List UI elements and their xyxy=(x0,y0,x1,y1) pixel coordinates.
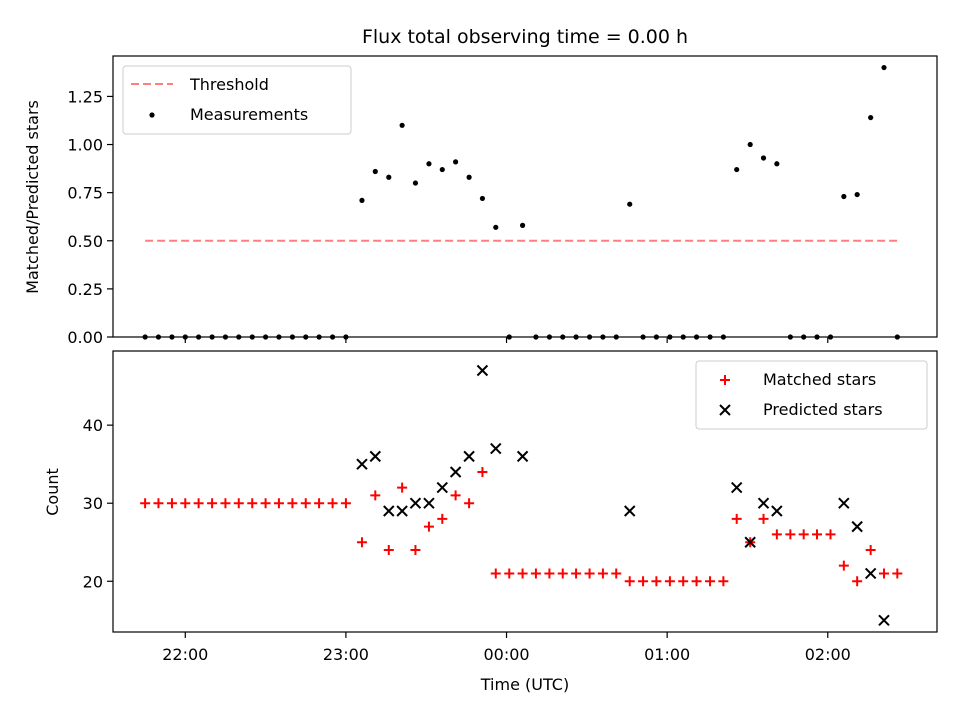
measurement-point xyxy=(587,334,592,339)
measurement-point xyxy=(413,180,418,185)
bottom-panel-ytick-label: 30 xyxy=(83,494,103,513)
measurement-point xyxy=(855,192,860,197)
top-panel-ylabel: Matched/Predicted stars xyxy=(23,100,42,294)
top-legend-measurements-label: Measurements xyxy=(190,105,308,124)
measurement-point xyxy=(169,334,174,339)
measurement-point xyxy=(734,167,739,172)
top-legend-threshold-label: Threshold xyxy=(189,75,269,94)
bottom-legend: Matched stars Predicted stars xyxy=(696,361,927,429)
top-legend-measurements-swatch xyxy=(149,112,154,117)
bottom-panel-ytick-label: 40 xyxy=(83,416,103,435)
top-panel-ytick-label: 1.25 xyxy=(67,87,103,106)
measurement-point xyxy=(801,334,806,339)
measurement-point xyxy=(507,334,512,339)
measurement-point xyxy=(721,334,726,339)
measurement-point xyxy=(196,334,201,339)
measurement-point xyxy=(748,142,753,147)
measurement-point xyxy=(667,334,672,339)
measurement-point xyxy=(236,334,241,339)
measurement-point xyxy=(426,161,431,166)
measurement-point xyxy=(493,225,498,230)
measurement-point xyxy=(183,334,188,339)
measurement-point xyxy=(600,334,605,339)
measurement-point xyxy=(343,334,348,339)
measurement-point xyxy=(841,194,846,199)
bottom-panel-xtick-label: 02:00 xyxy=(805,645,851,664)
bottom-panel-ytick-label: 20 xyxy=(83,572,103,591)
top-panel-title: Flux total observing time = 0.00 h xyxy=(362,26,688,48)
measurement-point xyxy=(533,334,538,339)
bottom-panel-ylabel: Count xyxy=(43,468,62,516)
measurement-point xyxy=(373,169,378,174)
measurement-point xyxy=(881,65,886,70)
measurement-point xyxy=(400,123,405,128)
measurement-point xyxy=(573,334,578,339)
top-panel-ytick-label: 0.25 xyxy=(67,280,103,299)
bottom-legend-predicted-label: Predicted stars xyxy=(763,400,883,419)
bottom-panel-xtick-label: 22:00 xyxy=(162,645,208,664)
measurement-point xyxy=(330,334,335,339)
measurement-point xyxy=(868,115,873,120)
measurement-point xyxy=(386,175,391,180)
measurement-point xyxy=(276,334,281,339)
measurement-point xyxy=(303,334,308,339)
measurement-point xyxy=(440,167,445,172)
measurement-point xyxy=(814,334,819,339)
top-panel-ytick-label: 0.50 xyxy=(67,232,103,251)
measurement-point xyxy=(156,334,161,339)
measurement-point xyxy=(640,334,645,339)
measurement-point xyxy=(547,334,552,339)
measurement-point xyxy=(453,159,458,164)
measurement-point xyxy=(788,334,793,339)
bottom-panel-xtick-label: 00:00 xyxy=(483,645,529,664)
measurement-point xyxy=(654,334,659,339)
top-panel-ytick-label: 0.75 xyxy=(67,184,103,203)
measurement-point xyxy=(761,155,766,160)
measurement-point xyxy=(774,161,779,166)
measurement-point xyxy=(316,334,321,339)
measurement-point xyxy=(210,334,215,339)
measurement-point xyxy=(681,334,686,339)
measurement-point xyxy=(290,334,295,339)
measurement-point xyxy=(560,334,565,339)
measurement-point xyxy=(467,175,472,180)
bottom-panel-xtick-label: 23:00 xyxy=(323,645,369,664)
measurement-point xyxy=(263,334,268,339)
top-panel-ytick-label: 0.00 xyxy=(67,328,103,347)
measurement-point xyxy=(694,334,699,339)
measurement-point xyxy=(707,334,712,339)
measurement-point xyxy=(520,223,525,228)
measurement-point xyxy=(480,196,485,201)
measurement-point xyxy=(250,334,255,339)
bottom-panel-xtick-label: 01:00 xyxy=(644,645,690,664)
measurement-point xyxy=(828,334,833,339)
measurement-point xyxy=(143,334,148,339)
measurement-point xyxy=(359,198,364,203)
bottom-panel-xlabel: Time (UTC) xyxy=(480,675,569,694)
measurement-point xyxy=(223,334,228,339)
bottom-legend-matched-label: Matched stars xyxy=(763,370,876,389)
chart-figure: Flux total observing time = 0.00 h Match… xyxy=(0,0,960,720)
top-legend: Threshold Measurements xyxy=(123,66,351,134)
measurement-point xyxy=(614,334,619,339)
top-panel-ytick-label: 1.00 xyxy=(67,136,103,155)
measurement-point xyxy=(627,202,632,207)
measurement-point xyxy=(895,334,900,339)
